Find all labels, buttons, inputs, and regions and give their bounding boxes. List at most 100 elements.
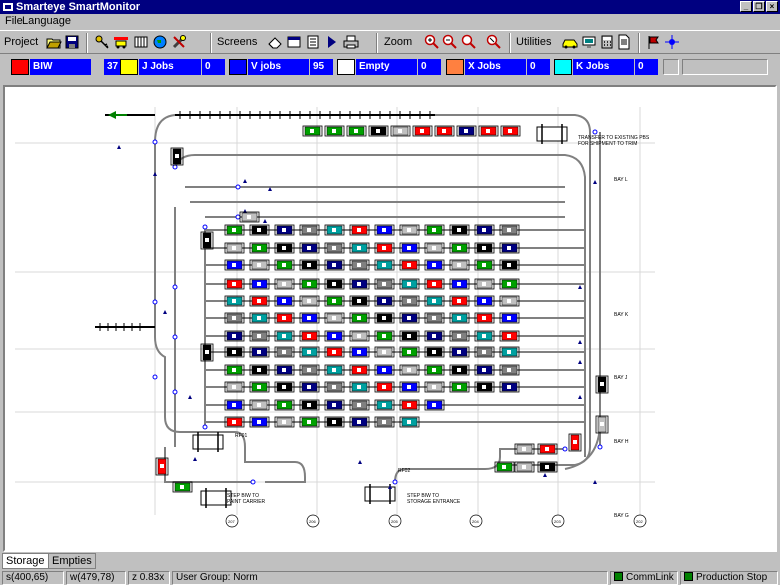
storage-carrier (399, 399, 420, 411)
storage-carrier (474, 330, 495, 342)
tab-empties[interactable]: Empties (48, 553, 96, 569)
storage-carrier (424, 381, 445, 393)
next-arrow-icon[interactable] (324, 34, 340, 50)
storage-carrier (424, 312, 445, 324)
carrier-frame (499, 259, 520, 271)
carrier-frame (274, 278, 295, 290)
document-icon[interactable] (616, 34, 632, 50)
storage-carrier (374, 278, 395, 290)
carrier-window (382, 228, 386, 232)
carrier-window (457, 334, 461, 338)
track-node (202, 424, 208, 430)
carrier-frame (349, 381, 370, 393)
key-icon[interactable] (94, 34, 110, 50)
carrier-frame (474, 346, 495, 358)
carrier-frame (399, 278, 420, 290)
storage-carrier (449, 346, 470, 358)
storage-carrier (499, 364, 520, 376)
track-node (597, 444, 603, 450)
plant-map-canvas[interactable]: TRANSFER TO EXISTING PBS FOR SHIPMENT TO… (3, 85, 777, 552)
calculator-icon[interactable] (599, 34, 615, 50)
job-counter-bar: BIW 37 J Jobs 0 V jobs 95 Empty 0 X Jobs… (0, 56, 780, 78)
storage-carrier (324, 312, 345, 324)
track-node (152, 299, 158, 305)
carrier-window (332, 299, 336, 303)
menu-file[interactable]: File (5, 15, 23, 27)
save-icon[interactable] (64, 34, 80, 50)
storage-carrier (449, 330, 470, 342)
carrier-frame (595, 375, 609, 394)
carrier-frame (324, 381, 345, 393)
carrier-frame (224, 381, 245, 393)
carrier-frame (399, 330, 420, 342)
carrier-window (432, 228, 436, 232)
storage-carrier (449, 364, 470, 376)
minimize-button[interactable]: _ (740, 1, 752, 12)
column-marker-label: 206 (309, 519, 316, 524)
carrier-window (407, 282, 411, 286)
carrier-frame (449, 312, 470, 324)
eraser-icon[interactable] (267, 34, 283, 50)
storage-carrier (299, 224, 320, 236)
storage-carrier (449, 242, 470, 254)
storage-carrier (224, 399, 245, 411)
menu-language[interactable]: Language (22, 15, 71, 27)
carriers[interactable] (155, 125, 609, 493)
carrier-frame (499, 381, 520, 393)
carrier-window (257, 228, 261, 232)
plant-map[interactable]: TRANSFER TO EXISTING PBS FOR SHIPMENT TO… (5, 87, 775, 550)
restore-button[interactable]: ❐ (753, 1, 765, 12)
tab-storage[interactable]: Storage (2, 553, 49, 569)
storage-carrier (274, 416, 295, 428)
storage-carrier (299, 364, 320, 376)
extra-field (682, 59, 768, 75)
carrier-frame (249, 399, 270, 411)
grid-icon[interactable] (133, 34, 149, 50)
track-node (172, 284, 178, 290)
job-count: 0 (201, 59, 225, 75)
user-group: User Group: Norm (172, 571, 608, 585)
open-folder-icon[interactable] (46, 34, 62, 50)
zoom-fit-icon[interactable] (461, 34, 477, 50)
list-icon[interactable] (305, 34, 321, 50)
printer-icon[interactable] (343, 34, 359, 50)
storage-carrier (349, 312, 370, 324)
zoom-in-icon[interactable] (424, 34, 440, 50)
carrier-frame (349, 416, 370, 428)
vertical-carrier (170, 147, 184, 166)
transfer-unit (200, 488, 232, 508)
carrier-window (432, 403, 436, 407)
window-icon[interactable] (286, 34, 302, 50)
carrier-frame (324, 312, 345, 324)
production-status: Production Stop (680, 571, 778, 585)
carrier-window (257, 368, 261, 372)
network-icon[interactable] (664, 34, 680, 50)
direction-marker-icon (358, 460, 362, 464)
carrier-icon[interactable] (113, 34, 129, 50)
storage-carrier (274, 381, 295, 393)
toolbar-separator (210, 33, 212, 53)
close-button[interactable]: × (766, 1, 778, 12)
zoom-out-icon[interactable] (442, 34, 458, 50)
carrier-frame (412, 125, 433, 137)
globe-icon[interactable] (152, 34, 168, 50)
job-label: J Jobs (139, 59, 201, 75)
storage-carrier (349, 381, 370, 393)
carrier-window (257, 420, 261, 424)
carrier-frame (374, 381, 395, 393)
flag-icon[interactable] (646, 34, 662, 50)
column-marker-label: 207 (228, 519, 235, 524)
zoom-reset-icon[interactable] (486, 34, 502, 50)
monitor-icon[interactable] (581, 34, 597, 50)
storage-carrier (499, 224, 520, 236)
carrier-frame (449, 346, 470, 358)
carrier-frame (349, 346, 370, 358)
carrier-window (382, 246, 386, 250)
carrier-frame (568, 433, 582, 452)
tools-icon[interactable] (171, 34, 187, 50)
direction-marker-icon (593, 180, 597, 184)
storage-carrier (474, 224, 495, 236)
storage-carrier (474, 364, 495, 376)
car-icon[interactable] (562, 34, 578, 50)
carrier-frame (324, 364, 345, 376)
